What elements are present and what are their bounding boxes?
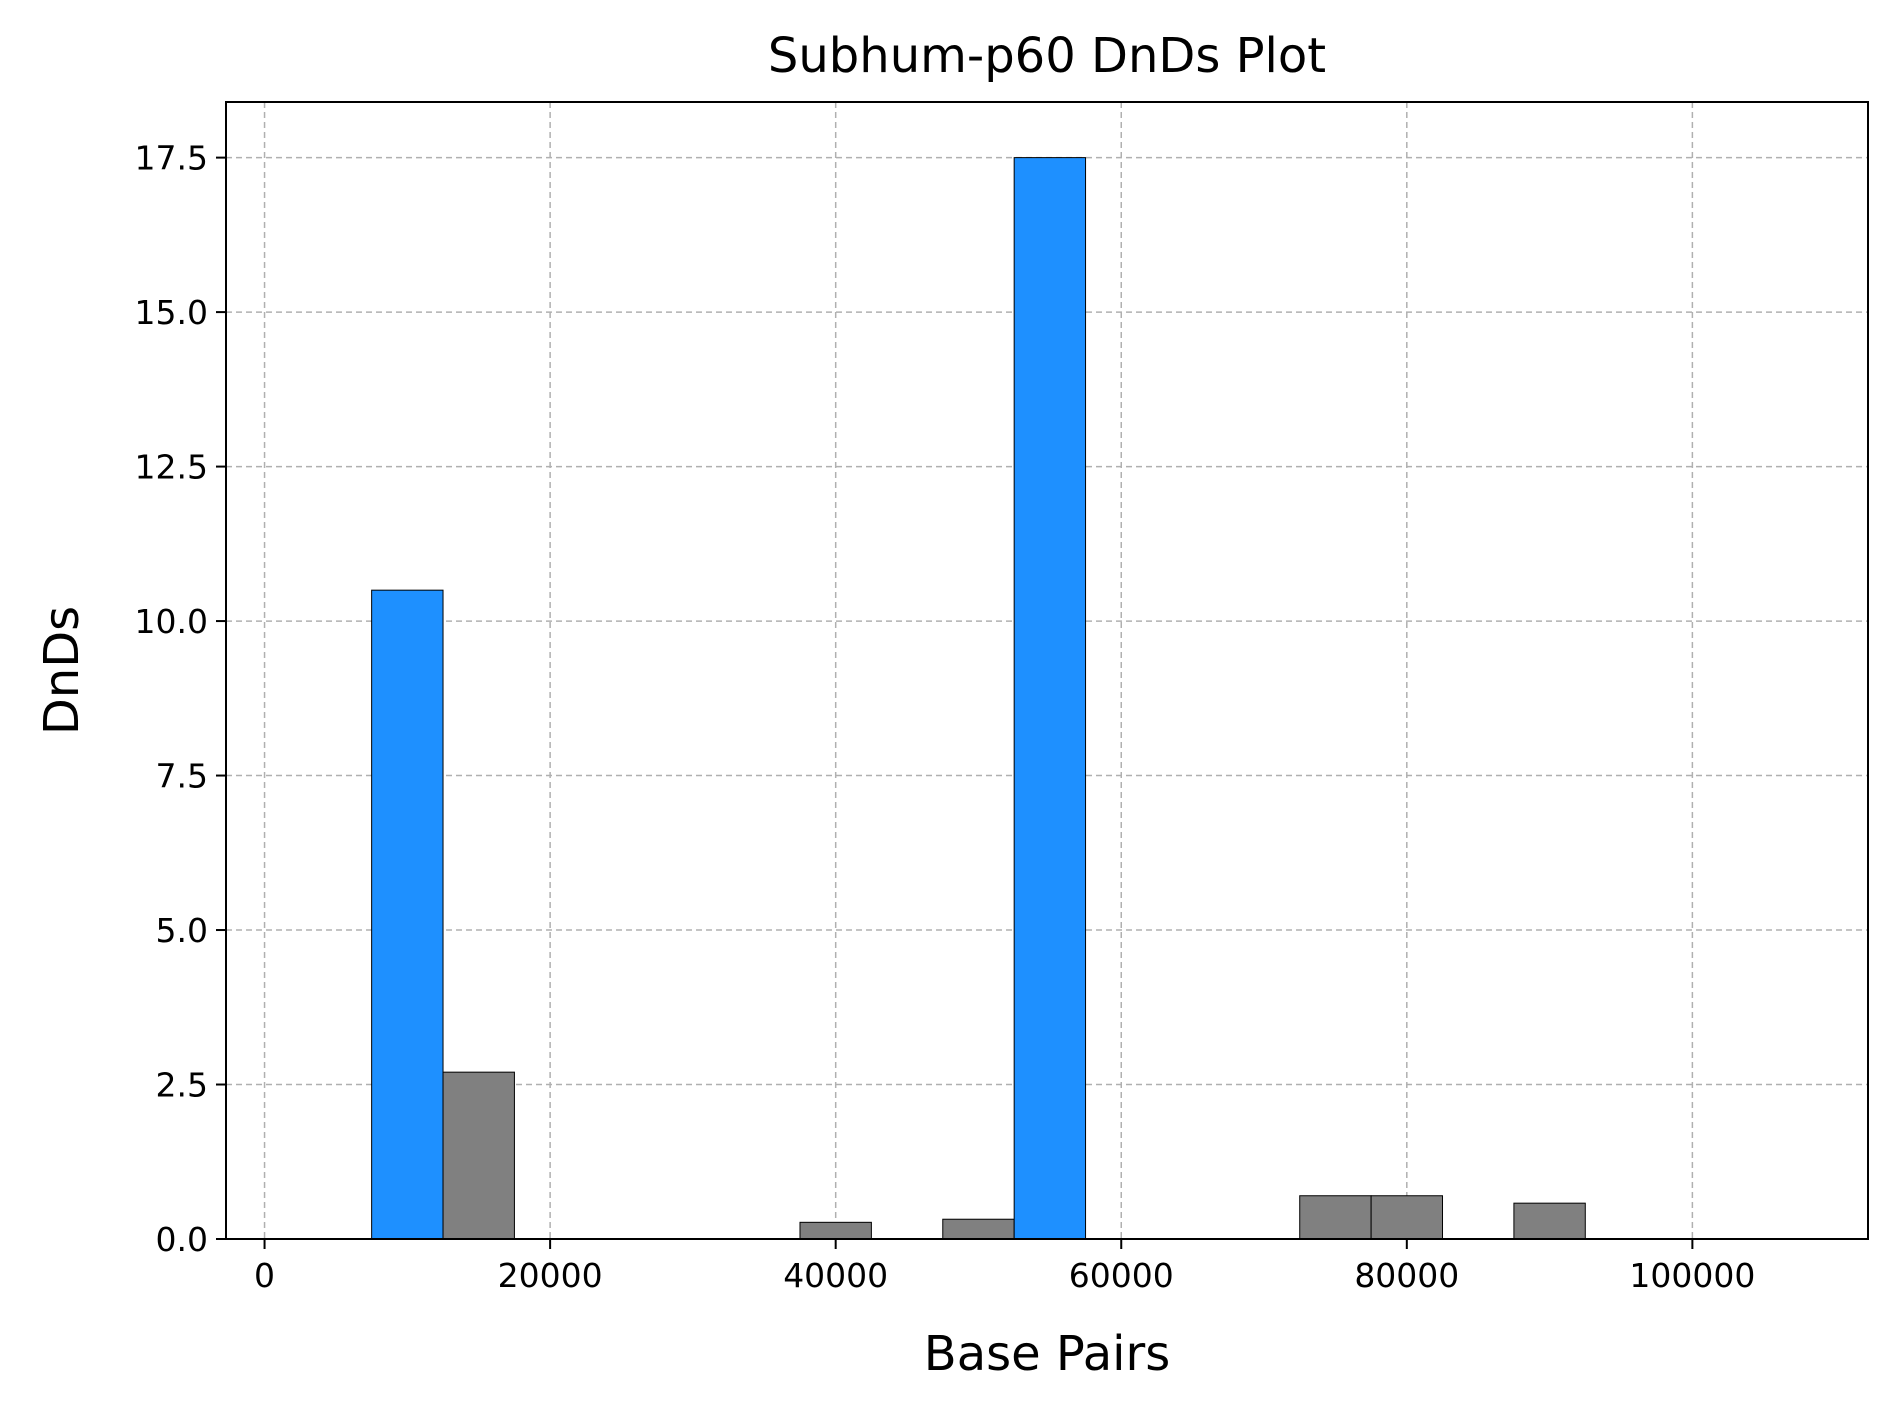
bar-7 xyxy=(1513,1202,1586,1240)
y-tick-label-0: 0.0 xyxy=(156,1220,208,1259)
plot-frame xyxy=(225,101,1869,1240)
bar-0 xyxy=(371,589,444,1240)
bar-6 xyxy=(1370,1195,1444,1240)
bars-group xyxy=(371,157,1586,1240)
y-tick-label-4: 10.0 xyxy=(135,602,208,641)
x-tick-label-0: 0 xyxy=(254,1256,275,1295)
y-tick-label-3: 7.5 xyxy=(156,757,208,796)
y-tick-label-2: 5.0 xyxy=(156,911,208,950)
y-axis-label: DnDs xyxy=(34,606,90,735)
chart-title: Subhum-p60 DnDs Plot xyxy=(768,28,1326,84)
x-tick-label-2: 40000 xyxy=(783,1256,888,1295)
y-tick-label-5: 12.5 xyxy=(135,448,208,487)
x-tick-label-1: 20000 xyxy=(498,1256,603,1295)
x-axis-ticks: 0 20000 40000 60000 80000 100000 xyxy=(254,1239,1755,1295)
bar-3 xyxy=(942,1218,1015,1240)
x-tick-label-5: 100000 xyxy=(1629,1256,1755,1295)
y-axis-ticks: 0.0 2.5 5.0 7.5 10.0 12.5 15.0 17.5 xyxy=(135,139,226,1259)
y-tick-label-7: 17.5 xyxy=(135,139,208,178)
y-tick-label-6: 15.0 xyxy=(135,293,208,332)
y-tick-label-1: 2.5 xyxy=(156,1066,208,1105)
bar-2 xyxy=(799,1221,872,1240)
bar-4 xyxy=(1013,157,1087,1240)
x-axis-label: Base Pairs xyxy=(924,1326,1170,1382)
bar-1 xyxy=(442,1071,515,1240)
x-tick-label-3: 60000 xyxy=(1069,1256,1174,1295)
x-tick-label-4: 80000 xyxy=(1354,1256,1459,1295)
bar-5 xyxy=(1299,1195,1372,1240)
